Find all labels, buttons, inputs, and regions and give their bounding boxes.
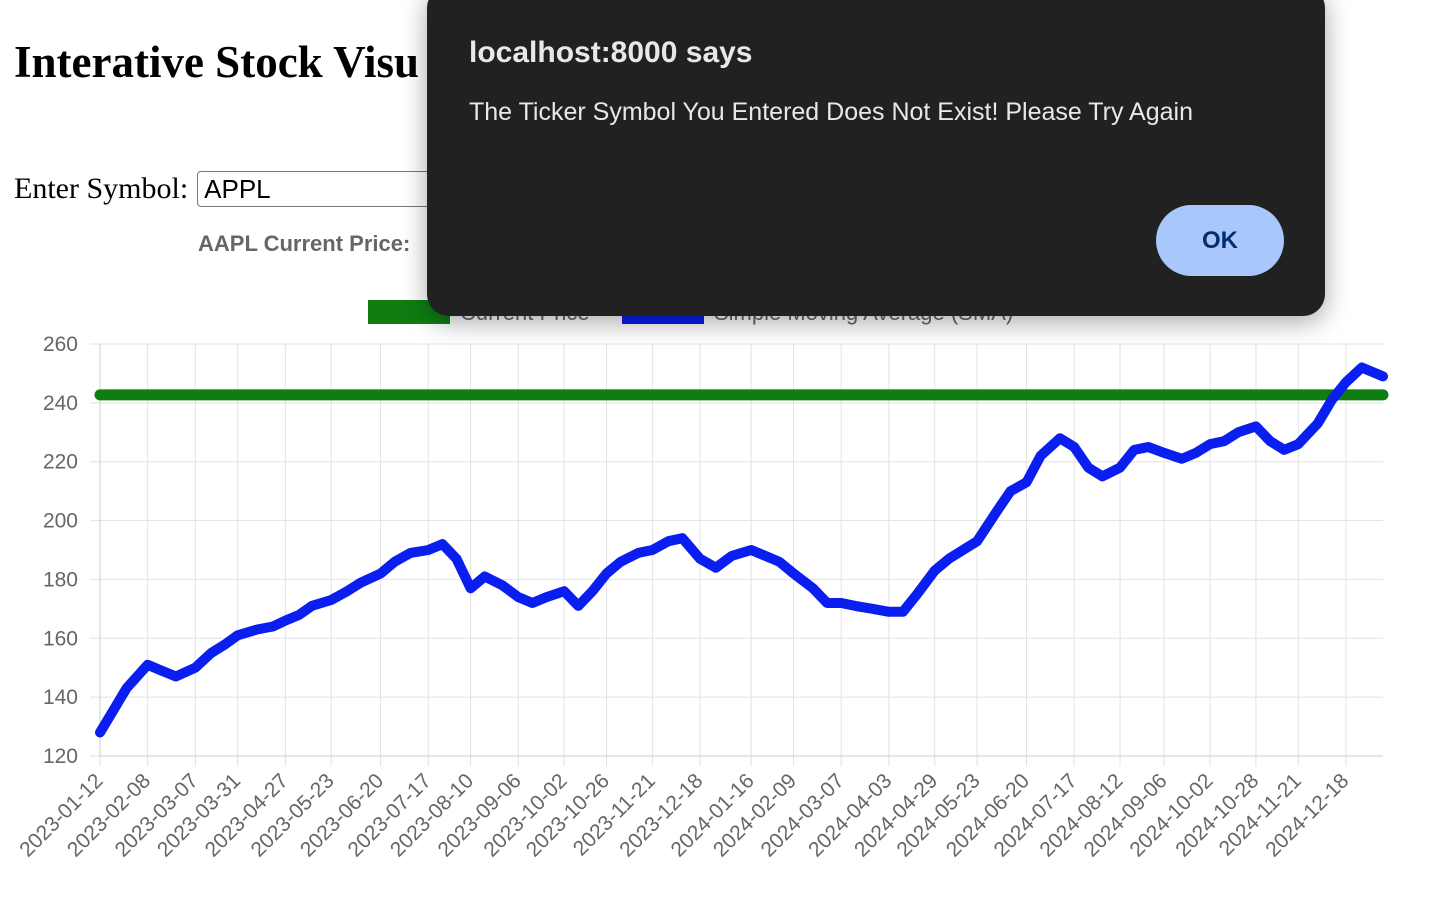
current-price-label: AAPL Current Price: [198,231,411,256]
y-tick-label: 140 [43,686,78,709]
alert-dialog: localhost:8000 says The Ticker Symbol Yo… [427,0,1325,316]
y-tick-label: 120 [43,745,78,768]
y-tick-label: 180 [43,568,78,591]
sma-line [95,362,1388,738]
price-chart: 1201401601802002202402602023-01-122023-0… [15,300,1389,861]
y-tick-label: 160 [43,627,78,650]
y-tick-label: 240 [43,392,78,415]
ok-button[interactable]: OK [1156,205,1284,276]
y-tick-label: 200 [43,510,78,533]
y-tick-label: 220 [43,451,78,474]
page-title: Interative Stock Visu [14,37,419,87]
dialog-message: The Ticker Symbol You Entered Does Not E… [469,98,1193,126]
dialog-title: localhost:8000 says [469,36,753,69]
symbol-label: Enter Symbol: [14,172,189,205]
y-tick-label: 260 [43,333,78,356]
